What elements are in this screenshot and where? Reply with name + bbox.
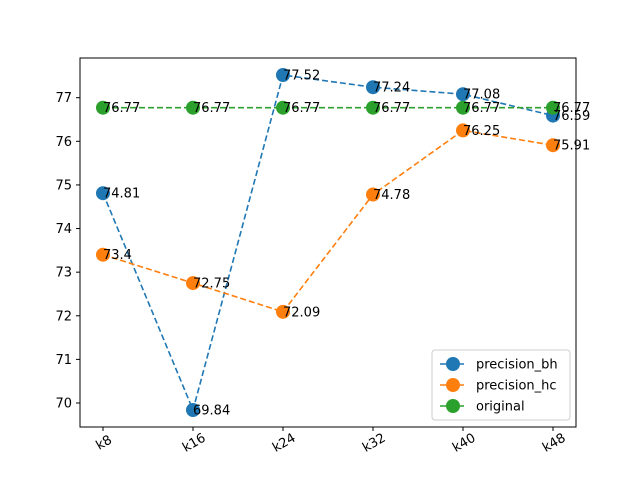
data-point-original — [276, 100, 290, 115]
data-point-precision_hc — [456, 123, 470, 138]
data-label: 76.77 — [553, 101, 590, 116]
y-tick-label: 71 — [55, 353, 72, 368]
x-axis: k8 k16 k24 k32 k40 k48 — [94, 427, 568, 456]
data-point-precision_hc — [96, 247, 110, 262]
data-point-original — [96, 100, 110, 115]
data-label: 76.77 — [463, 101, 500, 116]
data-label: 76.25 — [463, 124, 500, 139]
legend-marker-original — [446, 399, 460, 413]
y-tick-label: 70 — [55, 397, 72, 412]
x-tick-label: k32 — [360, 431, 388, 456]
data-point-precision_bh — [276, 68, 290, 83]
y-tick-label: 73 — [55, 266, 72, 281]
y-tick-label: 74 — [55, 222, 72, 237]
legend: precision_bh precision_hc original — [431, 349, 571, 421]
y-tick-label: 72 — [55, 309, 72, 324]
y-tick-label: 76 — [55, 135, 72, 150]
series-line-precision_hc — [102, 129, 554, 313]
data-label: 77.08 — [463, 88, 500, 103]
y-tick-label: 77 — [55, 91, 72, 106]
data-point-precision_bh — [366, 80, 380, 95]
data-point-precision_hc — [366, 187, 380, 202]
data-labels: 74.81 69.84 77.52 77.24 77.08 76.59 73.4 72.75 7… — [103, 69, 590, 419]
series-line-precision_bh — [102, 74, 554, 413]
data-point-precision_hc — [546, 138, 560, 153]
legend-label-precision_bh: precision_bh — [476, 358, 558, 373]
y-axis: 70 71 72 73 74 75 76 77 — [55, 91, 80, 412]
x-tick-label: k16 — [180, 431, 208, 456]
data-point-original — [186, 100, 200, 115]
data-label: 75.91 — [553, 139, 590, 154]
series-layer — [96, 68, 560, 417]
data-label: 76.77 — [193, 101, 230, 116]
x-tick-label: k40 — [450, 431, 478, 456]
data-label: 74.78 — [373, 188, 410, 203]
legend-label-precision_hc: precision_hc — [476, 379, 557, 394]
data-label: 77.52 — [283, 69, 320, 84]
data-label: 76.77 — [103, 101, 140, 116]
data-label: 76.77 — [283, 101, 320, 116]
data-label: 69.84 — [193, 403, 230, 418]
data-label: 77.24 — [373, 81, 410, 96]
legend-label-original: original — [476, 400, 525, 415]
data-point-precision_bh — [96, 186, 110, 201]
data-label: 76.77 — [373, 101, 410, 116]
x-tick-label: k8 — [94, 433, 115, 454]
x-tick-label: k24 — [270, 431, 298, 456]
legend-box — [431, 349, 571, 421]
data-point-original — [366, 100, 380, 115]
data-label: 74.81 — [103, 187, 140, 202]
data-point-original — [456, 100, 470, 115]
data-label: 76.59 — [553, 109, 590, 124]
data-point-original — [546, 100, 560, 115]
y-tick-label: 75 — [55, 178, 72, 193]
legend-marker-precision_bh — [446, 357, 460, 371]
data-label: 72.09 — [283, 305, 320, 320]
data-label: 72.75 — [193, 277, 230, 292]
data-point-precision_hc — [186, 276, 200, 291]
data-label: 73.4 — [103, 248, 132, 263]
data-point-precision_bh — [456, 87, 470, 102]
x-tick-label: k48 — [540, 431, 568, 456]
legend-marker-precision_hc — [446, 378, 460, 392]
data-point-precision_bh — [186, 402, 200, 417]
data-point-precision_hc — [276, 304, 290, 319]
